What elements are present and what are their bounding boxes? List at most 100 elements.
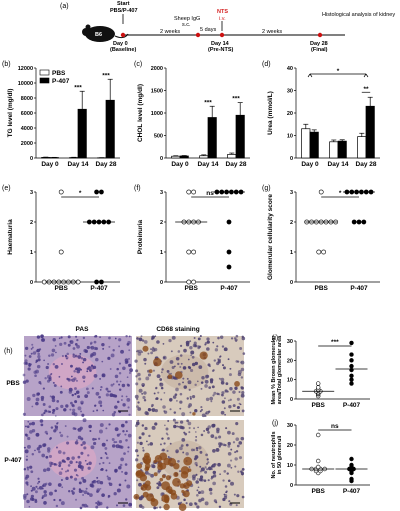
nucleus: [221, 391, 225, 395]
cd68-stain: [142, 345, 149, 352]
nucleus: [179, 344, 183, 348]
nucleus: [150, 473, 154, 478]
nucleus: [193, 427, 196, 430]
nucleus: [54, 427, 58, 431]
x-tick-label-f: P-407: [220, 285, 238, 292]
five-days-label: 5 days: [200, 27, 216, 33]
nucleus: [99, 389, 102, 391]
nucleus: [127, 446, 130, 449]
nucleus: [183, 348, 187, 353]
nucleus: [177, 459, 180, 463]
nucleus: [111, 438, 115, 441]
nucleus: [236, 397, 240, 401]
point-f-PBS: [186, 279, 192, 285]
nucleus: [144, 362, 147, 365]
nucleus: [137, 407, 142, 411]
nucleus: [90, 343, 92, 345]
nucleus: [176, 421, 179, 424]
nucleus: [240, 386, 244, 389]
nucleus: [212, 449, 216, 453]
nucleus: [136, 405, 139, 409]
nucleus: [84, 394, 89, 399]
x-tick-label-e: PBS: [55, 285, 69, 292]
y-tick-label-j: 10: [287, 463, 293, 469]
nucleus: [93, 441, 97, 446]
nucleus: [126, 484, 131, 489]
nucleus: [212, 423, 216, 428]
nucleus: [85, 487, 88, 490]
nucleus: [200, 408, 203, 411]
nucleus: [51, 348, 56, 353]
nucleus: [83, 446, 87, 450]
timeline-dot-day0: [120, 32, 126, 38]
nucleus: [101, 442, 106, 447]
nucleus: [234, 465, 237, 468]
point-g-PBS: [318, 189, 324, 195]
sig-label-b: ***: [74, 84, 82, 91]
nucleus: [27, 367, 31, 371]
nucleus: [33, 370, 37, 374]
nucleus: [241, 390, 245, 395]
y-tick-label-b: 0: [30, 156, 33, 162]
nucleus: [66, 352, 69, 356]
nucleus: [55, 446, 58, 449]
nucleus: [197, 486, 200, 489]
panel-label-g: (g): [262, 185, 271, 192]
nucleus: [37, 355, 41, 359]
y-tick-label-e: 0: [30, 280, 33, 286]
nucleus: [51, 398, 56, 403]
nucleus: [228, 405, 232, 409]
cd68-stain: [170, 489, 177, 496]
nucleus: [221, 400, 226, 404]
nucleus: [48, 491, 53, 496]
nucleus: [234, 338, 238, 342]
nucleus: [233, 493, 236, 496]
nucleus: [193, 457, 197, 461]
nucleus: [196, 489, 199, 492]
nucleus: [26, 397, 31, 401]
nucleus: [217, 462, 221, 467]
nucleus: [209, 491, 213, 495]
nucleus: [145, 376, 150, 381]
nucleus: [218, 435, 222, 439]
nucleus: [112, 394, 116, 398]
point-i-P-407: [349, 358, 354, 363]
nucleus: [36, 487, 40, 490]
nucleus: [75, 335, 78, 338]
nucleus: [100, 386, 103, 389]
nucleus: [48, 482, 52, 486]
nucleus: [235, 504, 238, 507]
panel-label-e: (e): [2, 185, 11, 192]
panel-label-d: (d): [262, 61, 271, 68]
nucleus: [238, 456, 243, 460]
nucleus: [45, 365, 49, 370]
nucleus: [195, 480, 199, 484]
nucleus: [113, 441, 116, 444]
bar-c-PBS: [171, 155, 181, 159]
cd68-stain: [167, 374, 173, 380]
nucleus: [57, 483, 62, 487]
bar-d-P-407: [309, 131, 319, 159]
nucleus: [48, 461, 53, 465]
y-tick-label-b: 4000: [21, 126, 33, 132]
y-axis-label-g: Glomerular cellularity score: [267, 194, 274, 280]
nucleus: [154, 422, 158, 426]
nucleus: [82, 361, 85, 364]
bar-c-P-407: [179, 155, 189, 159]
nucleus: [75, 474, 78, 477]
point-f-PBS: [191, 189, 197, 195]
nucleus: [162, 355, 167, 360]
nucleus: [25, 379, 29, 383]
nucleus: [120, 457, 124, 462]
nucleus: [183, 498, 186, 502]
nucleus: [227, 451, 232, 456]
nucleus: [97, 437, 101, 440]
nucleus: [204, 414, 207, 417]
nucleus: [240, 471, 245, 476]
nucleus: [82, 357, 87, 362]
nucleus: [32, 351, 37, 355]
nucleus: [89, 493, 93, 497]
nucleus: [118, 483, 122, 487]
nucleus: [23, 446, 26, 449]
nucleus: [37, 358, 41, 362]
